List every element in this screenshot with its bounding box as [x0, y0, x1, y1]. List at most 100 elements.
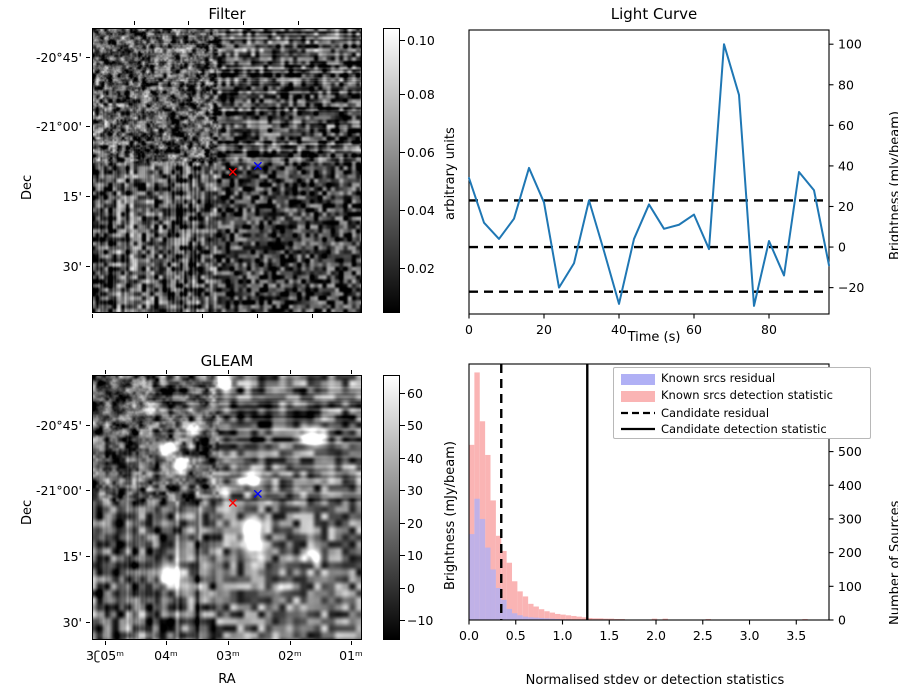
filter-cb-label-4: 0.10 — [407, 33, 435, 48]
filter-ra-tick-bot-0 — [92, 314, 94, 318]
filter-ra-tick-top-3 — [298, 21, 300, 25]
gleam-dec-tick-0 — [86, 425, 90, 427]
legend-line-candidate-residual — [621, 411, 655, 415]
svg-text:100: 100 — [838, 37, 862, 52]
histogram-xlabel: Normalised stdev or detection statistics — [525, 673, 785, 688]
histogram-ylabel: Number of Sources — [888, 500, 898, 625]
svg-text:80: 80 — [838, 77, 854, 92]
filter-panel-title: Filter — [208, 5, 246, 23]
gleam-cb-label-6: 50 — [407, 418, 423, 433]
gleam-dec-tick-3 — [86, 622, 90, 624]
gleam-dec-label-3: 30' — [62, 615, 82, 630]
filter-image — [92, 28, 362, 313]
filter-dec-label-0: -20°45' — [35, 50, 82, 65]
svg-text:−20: −20 — [838, 280, 864, 295]
svg-text:100: 100 — [838, 579, 862, 594]
gleam-cb-tick-2 — [400, 555, 405, 557]
gleam-ra-tick-1 — [166, 641, 168, 645]
filter-dec-tick-0 — [86, 57, 90, 59]
filter-dec-axis-label: Dec — [20, 174, 35, 200]
light-curve-title: Light Curve — [610, 5, 698, 23]
gleam-ra-label-3: 02ᵐ — [278, 648, 302, 663]
gleam-ra-tick-top-0 — [105, 370, 107, 374]
gleam-known-source-marker: ✕ — [252, 487, 264, 503]
filter-dec-tick-3 — [86, 266, 90, 268]
filter-ra-tick-top-0 — [134, 21, 136, 25]
gleam-cb-tick-6 — [400, 425, 405, 427]
svg-text:40: 40 — [611, 322, 627, 337]
filter-cb-label-3: 0.08 — [407, 87, 435, 102]
gleam-cb-tick-1 — [400, 588, 405, 590]
filter-dec-label-3: 30' — [62, 259, 82, 274]
gleam-dec-label-2: 15' — [62, 549, 82, 564]
svg-text:3.0: 3.0 — [740, 628, 760, 643]
filter-cb-label-0: 0.02 — [407, 261, 435, 276]
legend-label-known-srcs-detection-statistic: Known srcs detection statistic — [661, 388, 833, 402]
filter-dec-label-2: 15' — [62, 189, 82, 204]
filter-candidate-marker: ✕ — [227, 165, 239, 181]
filter-ra-tick-bot-3 — [257, 314, 259, 318]
gleam-ra-tick-top-4 — [351, 370, 353, 374]
light-curve-xlabel: Time (s) — [627, 330, 681, 345]
svg-text:20: 20 — [838, 199, 854, 214]
gleam-colorbar — [383, 375, 400, 640]
svg-text:1.5: 1.5 — [599, 628, 619, 643]
gleam-cb-label-0: −10 — [407, 613, 434, 628]
filter-cb-label-2: 0.06 — [407, 145, 435, 160]
svg-text:2.0: 2.0 — [646, 628, 666, 643]
svg-text:0: 0 — [838, 613, 846, 628]
gleam-ra-tick-2 — [228, 641, 230, 645]
filter-ra-tick-bot-1 — [147, 314, 149, 318]
gleam-cb-label-1: 0 — [407, 581, 415, 596]
gleam-cb-tick-3 — [400, 523, 405, 525]
filter-cb-tick-3 — [400, 94, 405, 96]
gleam-panel-title: GLEAM — [200, 352, 254, 370]
legend-label-candidate-residual: Candidate residual — [661, 406, 770, 420]
filter-dec-tick-2 — [86, 196, 90, 198]
gleam-cb-label-4: 30 — [407, 483, 423, 498]
svg-text:0: 0 — [465, 322, 473, 337]
gleam-cb-label-2: 10 — [407, 548, 423, 563]
filter-ra-tick-top-2 — [243, 21, 245, 25]
gleam-cb-tick-5 — [400, 458, 405, 460]
svg-text:1.0: 1.0 — [553, 628, 573, 643]
gleam-candidate-marker: ✕ — [227, 496, 239, 512]
svg-text:3.5: 3.5 — [786, 628, 806, 643]
gleam-dec-tick-1 — [86, 490, 90, 492]
gleam-dec-tick-2 — [86, 556, 90, 558]
filter-ra-tick-top-1 — [188, 21, 190, 25]
filter-known-source-marker: ✕ — [252, 159, 264, 175]
gleam-ra-tick-top-3 — [290, 370, 292, 374]
filter-cb-tick-1 — [400, 210, 405, 212]
gleam-ra-tick-4 — [351, 641, 353, 645]
svg-text:200: 200 — [838, 545, 862, 560]
filter-cb-tick-2 — [400, 152, 405, 154]
svg-text:0.5: 0.5 — [506, 628, 526, 643]
filter-cb-label-1: 0.04 — [407, 203, 435, 218]
gleam-ra-tick-0 — [105, 641, 107, 645]
gleam-cb-tick-7 — [400, 393, 405, 395]
filter-colorbar — [383, 28, 400, 313]
filter-ra-tick-bot-2 — [202, 314, 204, 318]
svg-text:300: 300 — [838, 511, 862, 526]
filter-dec-label-1: -21°00' — [35, 119, 82, 134]
svg-text:500: 500 — [838, 444, 862, 459]
legend-swatch-known-srcs-residual — [621, 374, 655, 385]
gleam-dec-label-1: -21°00' — [35, 483, 82, 498]
histogram-legend: Known srcs residual Known srcs detection… — [613, 367, 871, 439]
legend-label-known-srcs-residual: Known srcs residual — [661, 371, 776, 385]
gleam-cb-label-3: 20 — [407, 516, 423, 531]
filter-dec-tick-1 — [86, 126, 90, 128]
gleam-cb-label-7: 60 — [407, 386, 423, 401]
svg-text:400: 400 — [838, 478, 862, 493]
legend-line-candidate-detection-statistic — [621, 427, 655, 431]
gleam-ra-tick-top-1 — [166, 370, 168, 374]
svg-text:40: 40 — [838, 158, 854, 173]
svg-text:80: 80 — [761, 322, 777, 337]
svg-text:60: 60 — [686, 322, 702, 337]
gleam-cb-tick-4 — [400, 490, 405, 492]
gleam-ra-label-0: 3ʗ05ᵐ — [85, 648, 125, 663]
gleam-dec-axis-label: Dec — [20, 499, 35, 525]
gleam-ra-tick-top-2 — [228, 370, 230, 374]
gleam-image — [92, 375, 362, 640]
